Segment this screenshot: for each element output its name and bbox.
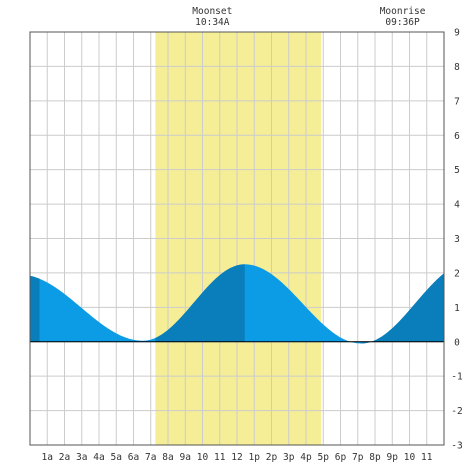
x-tick-label: 7a: [145, 452, 156, 463]
y-axis-labels: -3 -2 -1 0 1 2 3 4 5 6 7 8 9: [451, 28, 463, 452]
x-tick-label: 9p: [387, 452, 399, 463]
x-tick-label: 1a: [42, 452, 53, 463]
tide-area-shaded: [30, 264, 444, 344]
x-tick-label: 8p: [369, 452, 381, 463]
annotation-title: Moonset: [192, 6, 232, 17]
x-tick-label: 10: [197, 452, 209, 463]
y-tick-label: 4: [454, 200, 460, 211]
y-tick-label: 8: [454, 62, 460, 73]
x-tick-label: 4p: [300, 452, 312, 463]
x-tick-label: 8a: [162, 452, 173, 463]
x-tick-label: 3a: [76, 452, 87, 463]
y-tick-label: 3: [454, 234, 460, 245]
x-tick-label: 5a: [111, 452, 122, 463]
x-tick-label: 12: [231, 452, 242, 463]
y-tick-label: -1: [451, 372, 463, 383]
annotation-time: 09:36P: [385, 17, 420, 28]
x-tick-label: 6p: [335, 452, 347, 463]
y-tick-label: 2: [454, 268, 460, 279]
y-tick-label: 7: [454, 96, 460, 107]
y-tick-label: 5: [454, 165, 460, 176]
x-tick-label: 2p: [266, 452, 278, 463]
x-tick-label: 10: [404, 452, 416, 463]
x-tick-label: 11: [421, 452, 433, 463]
x-tick-label: 6a: [128, 452, 139, 463]
x-tick-label: 2a: [59, 452, 70, 463]
y-tick-label: 0: [454, 337, 460, 348]
y-tick-label: -2: [451, 406, 462, 417]
x-tick-label: 1p: [249, 452, 261, 463]
y-tick-label: 9: [454, 28, 460, 39]
y-tick-label: 6: [454, 131, 460, 142]
plot-frame: [29, 31, 445, 446]
y-tick-label: 1: [454, 303, 460, 314]
x-tick-label: 5p: [318, 452, 330, 463]
x-tick-label: 3p: [283, 452, 295, 463]
x-axis-labels: 1a 2a 3a 4a 5a 6a 7a 8a 9a 10 11 12 1p 2p 3p 4p 5p 6p 7p 8p…: [42, 452, 433, 463]
x-tick-label: 7p: [352, 452, 364, 463]
x-tick-label: 9a: [180, 452, 191, 463]
y-tick-label: -3: [451, 441, 462, 452]
annotation-title: Moonrise: [380, 6, 426, 17]
x-tick-label: 4a: [93, 452, 104, 463]
x-tick-label: 11: [214, 452, 226, 463]
grid-lines: [30, 31, 444, 446]
annotation-time: 10:34A: [195, 17, 230, 28]
